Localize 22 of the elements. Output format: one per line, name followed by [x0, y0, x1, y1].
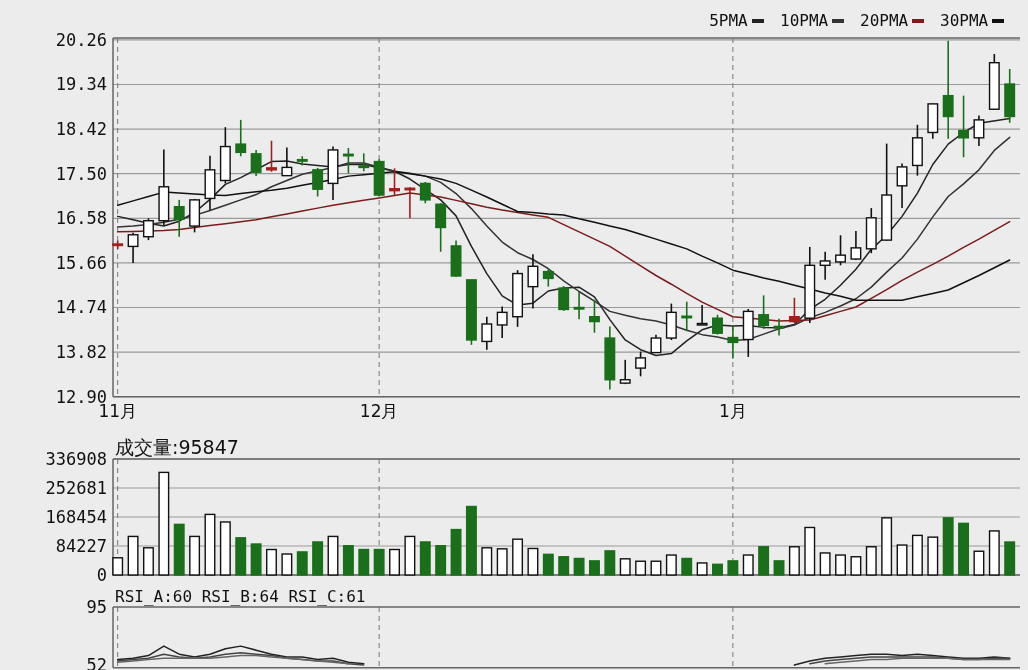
y-tick-label: 252681 — [45, 477, 107, 498]
x-tick-label: 12月 — [359, 400, 399, 421]
y-tick-label: 15.66 — [55, 252, 107, 273]
legend-label: 5PMA — [709, 11, 749, 30]
y-tick-label: 18.42 — [55, 119, 107, 140]
y-tick-label: 16.58 — [55, 208, 107, 229]
y-tick-label: 13.82 — [55, 342, 107, 363]
chart-title: RSI_A:60 RSI_B:64 RSI_C:61 — [115, 587, 366, 606]
legend-label: 10PMA — [780, 11, 829, 30]
y-tick-label: 336908 — [45, 448, 107, 469]
y-tick-label: 0 — [96, 564, 107, 585]
y-tick-label: 84227 — [55, 535, 107, 556]
legend-label: 30PMA — [940, 11, 989, 30]
chart-title: 成交量:95847 — [115, 436, 239, 458]
y-tick-label: 19.34 — [55, 74, 107, 95]
y-tick-label: 95 — [86, 596, 107, 617]
y-tick-label: 20.26 — [55, 29, 107, 50]
legend-label: 20PMA — [860, 11, 909, 30]
y-tick-label: 168454 — [45, 506, 107, 527]
x-tick-label: 1月 — [718, 400, 747, 421]
y-tick-label: 17.50 — [55, 163, 107, 184]
y-tick-label: 14.74 — [55, 297, 107, 318]
